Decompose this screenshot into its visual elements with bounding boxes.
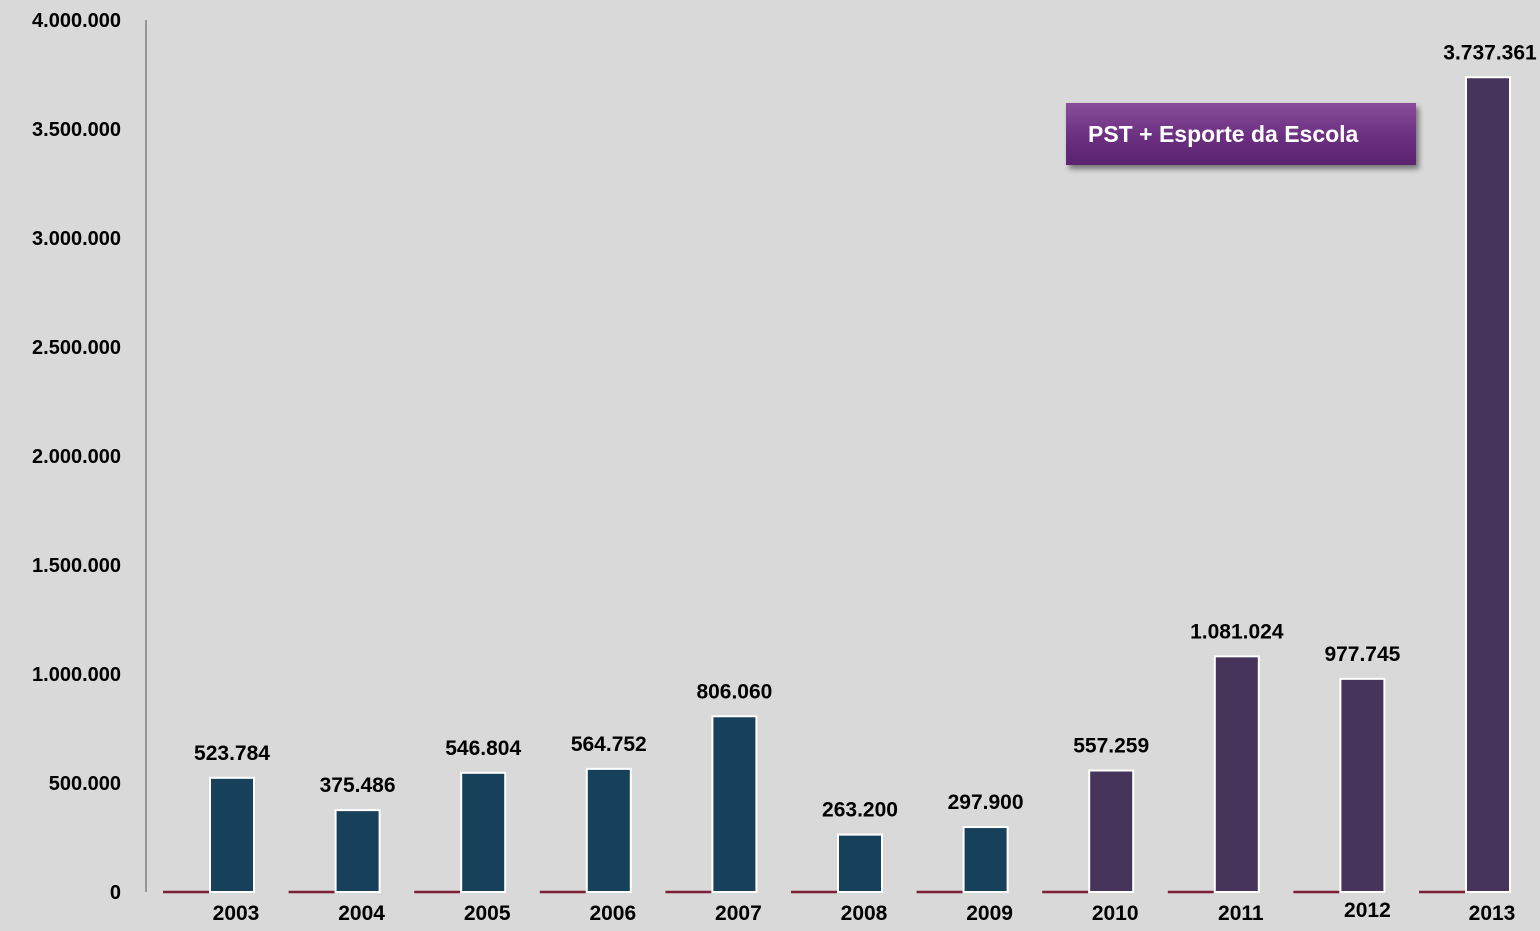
x-tick-label: 2009	[966, 902, 1013, 925]
data-label: 546.804	[445, 737, 521, 760]
y-tick-label: 0	[110, 882, 121, 904]
x-tick-label: 2010	[1092, 902, 1139, 925]
bar	[711, 715, 758, 894]
y-axis: 0 500.000 1.000.000 1.500.000 2.000.000 2.500…	[32, 10, 147, 904]
x-tick-label: 2006	[589, 902, 636, 925]
y-tick-label: 2.000.000	[32, 446, 121, 468]
data-label: 523.784	[194, 742, 270, 765]
bar	[962, 826, 1009, 893]
data-label: 3.737.361	[1443, 41, 1537, 64]
data-label: 375.486	[320, 774, 396, 797]
x-tick-label: 2003	[213, 902, 260, 925]
value-labels: 523.784 375.486 546.804 564.752 806.060 263.2…	[194, 41, 1537, 821]
y-tick-label: 500.000	[49, 773, 121, 795]
data-label: 557.259	[1073, 735, 1149, 758]
data-label: 564.752	[571, 733, 647, 756]
bar	[1213, 655, 1260, 894]
x-tick-label: 2012	[1344, 899, 1391, 922]
x-tick-label: 2005	[464, 902, 511, 925]
y-tick-label: 4.000.000	[32, 10, 121, 32]
x-tick-label: 2004	[338, 902, 385, 925]
data-label: 806.060	[696, 680, 772, 703]
data-label: 1.081.024	[1190, 620, 1284, 643]
y-tick-label: 1.000.000	[32, 664, 121, 686]
data-label: 977.745	[1324, 643, 1400, 666]
x-tick-label: 2007	[715, 902, 762, 925]
bars	[163, 76, 1511, 894]
bar	[334, 809, 381, 893]
bar	[1465, 76, 1511, 893]
bar	[1339, 677, 1386, 893]
annotation-label: PST + Esporte da Escola	[1088, 120, 1359, 147]
y-tick-label: 3.000.000	[32, 228, 121, 250]
data-label: 263.200	[822, 799, 898, 822]
bar	[460, 771, 507, 894]
bar	[585, 767, 632, 894]
data-label: 297.900	[948, 791, 1024, 814]
bar	[837, 833, 883, 893]
annotation-box: PST + Esporte da Escola	[1066, 103, 1416, 165]
x-axis: 2003 2004 2005 2006 2007 2008 2009 2010 2011 2012…	[213, 899, 1516, 925]
x-tick-label: 2011	[1218, 902, 1264, 925]
y-tick-label: 1.500.000	[32, 555, 121, 577]
x-tick-label: 2008	[841, 902, 888, 925]
y-tick-label: 3.500.000	[32, 119, 121, 141]
bar	[1088, 769, 1135, 893]
y-tick-label: 2.500.000	[32, 337, 121, 359]
bar	[209, 776, 255, 893]
x-tick-label: 2013	[1469, 902, 1516, 925]
